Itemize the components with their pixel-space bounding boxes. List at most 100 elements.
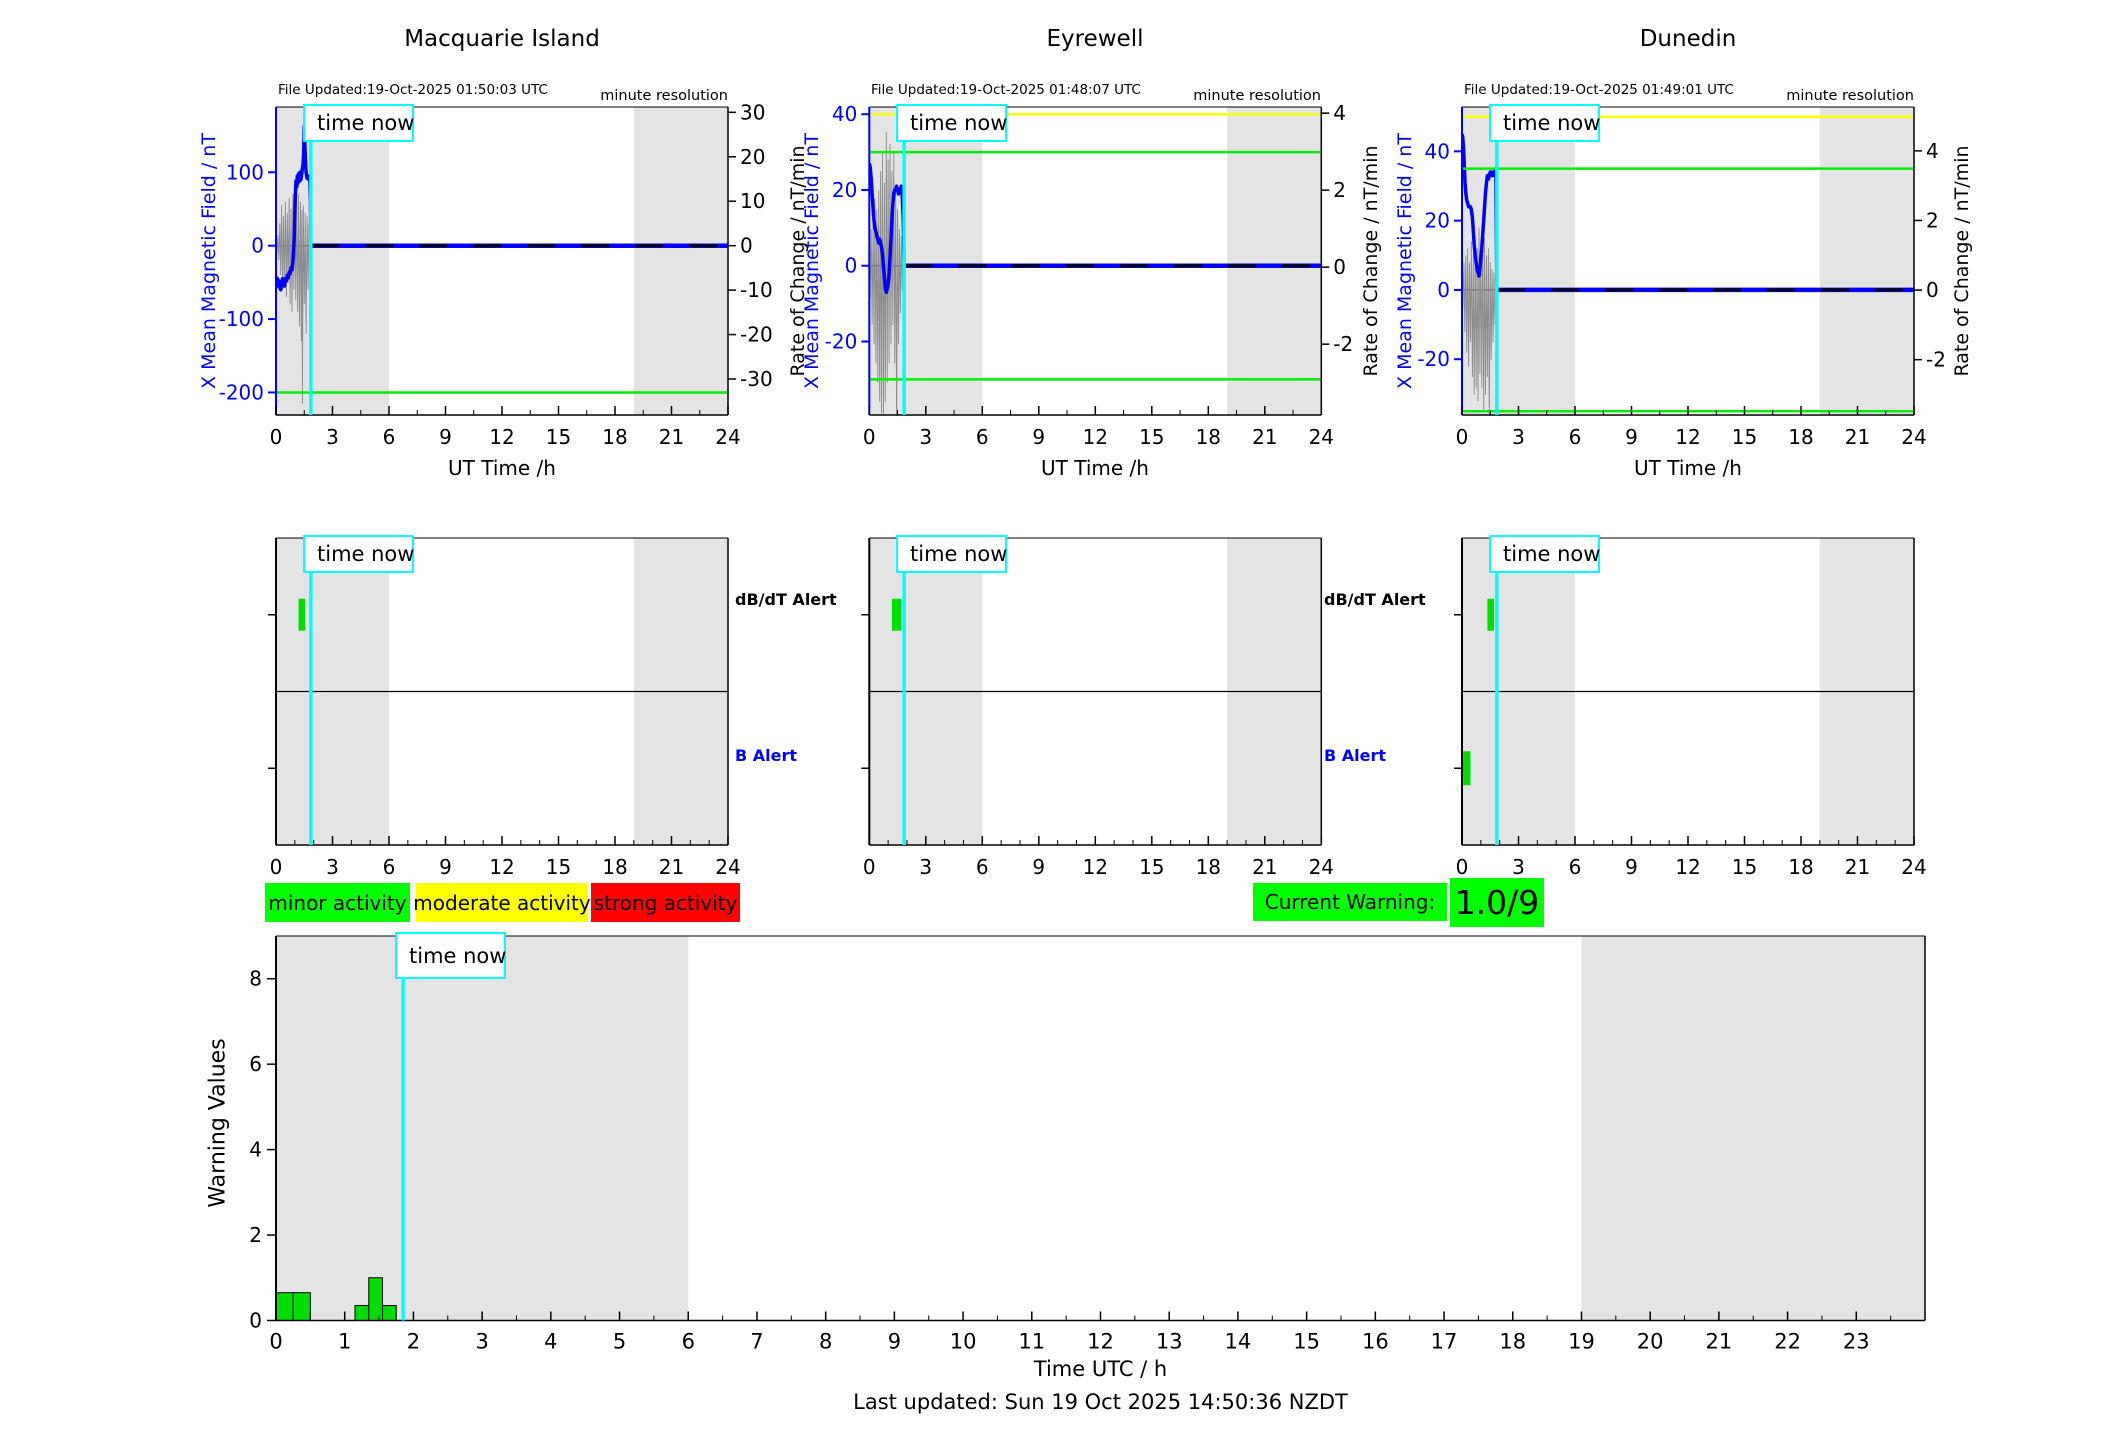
- x-tick-label: 3: [475, 1330, 488, 1354]
- right-tick-label: 2: [1926, 208, 1939, 232]
- x-tick-label: 21: [1845, 855, 1870, 879]
- right-tick-label: 4: [1333, 101, 1346, 125]
- station-title-macquarie: Macquarie Island: [404, 26, 600, 52]
- left-tick-label: 40: [1425, 139, 1450, 163]
- left-tick-label: -200: [219, 380, 264, 404]
- x-tick-label: 15: [546, 855, 571, 879]
- left-axis-label-macquarie: X Mean Magnetic Field / nT: [198, 133, 220, 389]
- magnetic-field-trace: [1462, 133, 1499, 284]
- x-tick-label: 3: [1512, 855, 1525, 879]
- x-tick-label: 12: [1675, 855, 1700, 879]
- left-tick-label: -100: [219, 307, 264, 331]
- x-tick-label: 2: [407, 1330, 420, 1354]
- left-tick-label: 20: [1425, 209, 1450, 233]
- x-tick-label: 24: [1901, 425, 1926, 449]
- x-tick-label: 3: [326, 855, 339, 879]
- time-now-text: time now: [317, 542, 415, 566]
- x-tick-label: 18: [1788, 855, 1813, 879]
- current-warning-label-text: Current Warning:: [1264, 890, 1436, 914]
- right-tick-label: 2: [1333, 178, 1346, 202]
- x-tick-label: 13: [1156, 1330, 1183, 1354]
- time-utc-axis-label: Time UTC / h: [1033, 1357, 1168, 1381]
- x-ticks: 0 3 6 9 12 15 18 21 24: [863, 836, 1334, 879]
- minute-resolution-label-1: minute resolution: [600, 88, 728, 104]
- x-tick-label: 21: [1252, 425, 1277, 449]
- x-tick-label: 21: [1845, 425, 1870, 449]
- file-updated-eyrewell: File Updated:19-Oct-2025 01:48:07 UTC: [871, 82, 1141, 98]
- x-tick-label: 1: [338, 1330, 351, 1354]
- current-warning-label: Current Warning:: [1253, 883, 1447, 921]
- x-tick-label: 6: [976, 855, 989, 879]
- b-alert-label-2: B Alert: [1324, 746, 1387, 765]
- minute-resolution-label-3: minute resolution: [1786, 88, 1914, 104]
- station-title-dunedin: Dunedin: [1639, 26, 1737, 52]
- x-tick-label: 3: [919, 425, 932, 449]
- x-tick-label: 22: [1774, 1330, 1801, 1354]
- legend-minor-activity: minor activity: [265, 883, 410, 922]
- x-axis-label-dunedin: UT Time /h: [1634, 456, 1742, 480]
- y-tick-label: 4: [249, 1138, 262, 1162]
- file-updated-macquarie: File Updated:19-Oct-2025 01:50:03 UTC: [278, 82, 548, 98]
- left-tick-label: 0: [845, 254, 858, 278]
- rate-of-change-trace: [1462, 220, 1498, 415]
- x-axis-label-eyrewell: UT Time /h: [1041, 456, 1149, 480]
- right-axis-label-macquarie: Rate of Change / nT/min: [787, 145, 809, 377]
- x-tick-label: 0: [270, 855, 283, 879]
- y-tick-label: 2: [249, 1223, 262, 1247]
- right-tick-label: 10: [740, 189, 765, 213]
- warning-value-bar: [381, 1305, 397, 1322]
- shade-band: [276, 107, 389, 415]
- legend-minor-text: minor activity: [268, 890, 407, 915]
- macquarie-alerts-chart: 0 3 6 9 12 15 18 21 24: [268, 537, 741, 879]
- x-tick-label: 18: [1499, 1330, 1526, 1354]
- left-ticks: 100 0 -100 -200: [219, 160, 276, 404]
- shade-band: [1227, 107, 1322, 415]
- magnetic-field-trace: [869, 162, 906, 295]
- x-tick-label: 9: [1032, 425, 1045, 449]
- x-tick-label: 0: [269, 1330, 282, 1354]
- eyrewell-alerts-chart: 0 3 6 9 12 15 18 21 24: [861, 537, 1334, 879]
- x-tick-label: 12: [1087, 1330, 1114, 1354]
- time-now-box-field-dunedin: time now: [1489, 104, 1600, 142]
- left-tick-label: 0: [1437, 278, 1450, 302]
- x-tick-label: 24: [1309, 855, 1334, 879]
- time-now-text: time now: [910, 542, 1008, 566]
- x-tick-label: 6: [1569, 425, 1582, 449]
- minute-resolution-label-2: minute resolution: [1193, 88, 1321, 104]
- x-tick-label: 14: [1225, 1330, 1252, 1354]
- x-tick-label: 18: [1196, 425, 1221, 449]
- x-tick-label: 12: [489, 425, 514, 449]
- x-tick-label: 9: [888, 1330, 901, 1354]
- current-warning-value: 1.0/9: [1450, 878, 1544, 927]
- left-ticks: 40 20 0 -20: [825, 102, 870, 354]
- x-tick-label: 15: [1732, 425, 1757, 449]
- left-tick-label: -20: [1417, 347, 1450, 371]
- x-tick-label: 6: [682, 1330, 695, 1354]
- dbdt-alert-label-2: dB/dT Alert: [1324, 590, 1426, 609]
- x-tick-label: 24: [1901, 855, 1926, 879]
- current-warning-value-text: 1.0/9: [1454, 883, 1540, 922]
- warning-value-bar: [292, 1292, 311, 1322]
- x-tick-label: 9: [1625, 425, 1638, 449]
- right-ticks: 4 2 0 -2: [1321, 101, 1353, 356]
- left-tick-label: 100: [226, 160, 264, 184]
- time-now-box-field-eyrewell: time now: [896, 104, 1007, 142]
- x-tick-label: 9: [439, 855, 452, 879]
- x-tick-label: 3: [1512, 425, 1525, 449]
- dunedin-alerts-chart: 0 3 6 9 12 15 18 21 24: [1454, 537, 1927, 879]
- time-now-box-alert-dunedin: time now: [1489, 535, 1600, 573]
- dbdt-alert-label-1: dB/dT Alert: [735, 590, 837, 609]
- x-tick-label: 16: [1362, 1330, 1389, 1354]
- x-tick-label: 4: [544, 1330, 557, 1354]
- legend-moderate-activity: moderate activity: [413, 883, 591, 922]
- x-ticks: 0 3 6 9 12 15 18 21 24: [1456, 836, 1927, 879]
- x-tick-label: 6: [383, 425, 396, 449]
- x-tick-label: 12: [1675, 425, 1700, 449]
- x-tick-label: 6: [383, 855, 396, 879]
- magnetic-field-trace: [276, 124, 313, 292]
- legend-strong-activity: strong activity: [591, 883, 740, 922]
- time-now-text: time now: [1503, 111, 1601, 135]
